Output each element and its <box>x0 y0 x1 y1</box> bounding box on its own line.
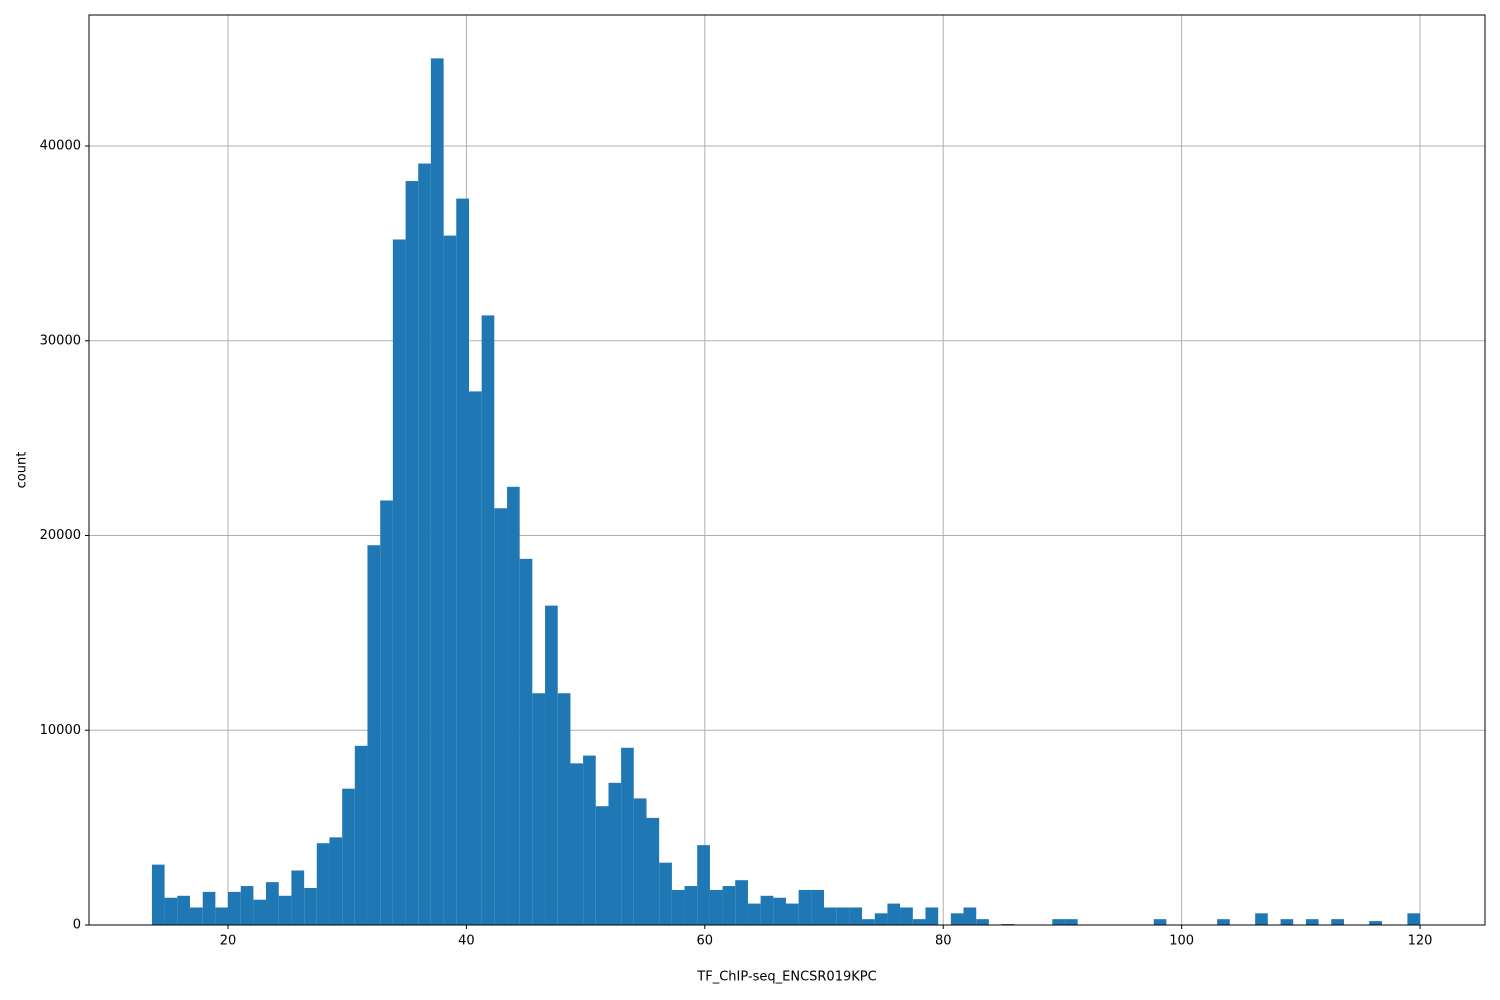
bar <box>773 897 786 925</box>
bar <box>507 486 520 925</box>
bar <box>354 745 368 925</box>
bar <box>557 693 571 925</box>
bar <box>215 907 228 925</box>
bar <box>646 817 660 925</box>
bar <box>469 391 482 925</box>
bar <box>418 163 431 925</box>
bar <box>760 895 774 925</box>
bar <box>367 545 381 925</box>
bar <box>912 919 926 925</box>
bar <box>342 788 355 925</box>
bar <box>494 508 508 925</box>
bar <box>189 907 203 925</box>
bar <box>291 870 305 925</box>
bar <box>608 782 622 925</box>
bar <box>519 558 533 925</box>
bar <box>481 315 495 925</box>
bar <box>456 198 470 926</box>
x-tick-label: 100 <box>1169 934 1194 949</box>
x-tick-label: 20 <box>220 934 237 949</box>
bar <box>849 907 863 925</box>
bar <box>202 891 216 925</box>
bar <box>583 755 596 925</box>
bar <box>735 880 748 925</box>
bar <box>329 837 343 925</box>
bar <box>570 763 584 925</box>
bar <box>925 907 939 925</box>
bar <box>1255 913 1268 925</box>
bar <box>532 693 546 925</box>
y-tick-label: 0 <box>73 918 81 933</box>
bar <box>684 886 698 925</box>
y-tick-label: 20000 <box>40 528 81 543</box>
bar <box>747 903 761 925</box>
bar <box>304 887 317 925</box>
bar <box>405 181 419 925</box>
bar <box>266 882 279 925</box>
bar <box>443 235 457 925</box>
bar <box>392 239 406 925</box>
bar <box>633 798 647 925</box>
bar <box>976 919 989 925</box>
bar <box>1052 919 1065 925</box>
bar <box>697 845 710 925</box>
bar <box>1305 919 1319 925</box>
x-tick-label: 40 <box>458 934 475 949</box>
bar <box>722 886 736 925</box>
bar <box>1064 919 1078 925</box>
bar <box>798 889 812 925</box>
bar <box>950 913 964 925</box>
bar <box>862 919 875 925</box>
bar <box>785 903 799 925</box>
y-tick-label: 30000 <box>40 333 81 348</box>
y-tick-label: 10000 <box>40 723 81 738</box>
x-axis-label: TF_ChIP-seq_ENCSR019KPC <box>696 970 876 985</box>
bar <box>1407 913 1421 925</box>
bar <box>1153 919 1167 925</box>
bar <box>709 889 723 925</box>
bar <box>836 907 850 925</box>
bar <box>253 899 267 925</box>
bar <box>316 843 330 925</box>
bar <box>595 806 609 925</box>
y-tick-label: 40000 <box>40 139 81 154</box>
bar <box>621 747 634 925</box>
bar <box>430 58 444 926</box>
bar <box>240 886 254 925</box>
bar <box>278 895 292 925</box>
bar <box>874 913 888 925</box>
plot-frame <box>88 14 1486 926</box>
bar <box>227 891 241 925</box>
bar <box>811 889 825 925</box>
bar <box>887 903 901 925</box>
x-tick-label: 80 <box>935 934 952 949</box>
bar <box>1217 919 1230 925</box>
bar <box>1369 921 1383 925</box>
bar <box>963 907 977 925</box>
bar <box>545 605 558 925</box>
bar <box>177 895 190 925</box>
bar <box>659 862 672 925</box>
bar <box>164 897 178 925</box>
bar <box>900 907 913 925</box>
bar <box>1331 919 1344 925</box>
x-tick-label: 120 <box>1408 934 1433 949</box>
bar <box>151 864 165 925</box>
bar <box>1280 919 1294 925</box>
bar <box>380 500 393 925</box>
y-axis-label: count <box>15 452 30 489</box>
bar <box>671 889 685 925</box>
bar <box>824 907 837 925</box>
x-tick-label: 60 <box>697 934 714 949</box>
